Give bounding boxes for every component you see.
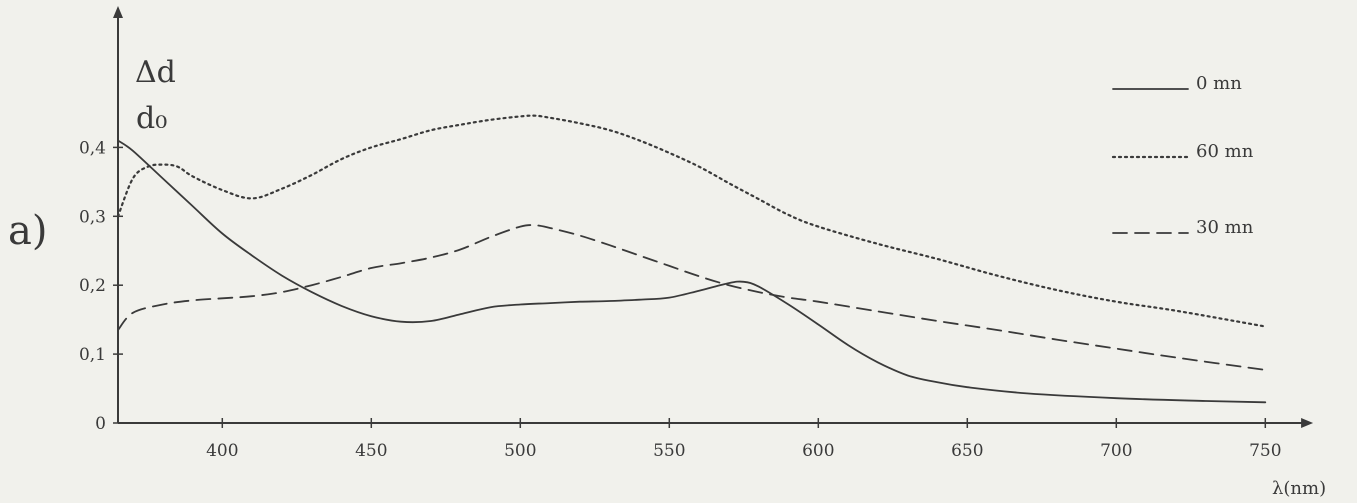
legend-label: 0 mn: [1196, 73, 1242, 94]
y-tick-label: 0,1: [79, 345, 106, 365]
x-tick-label: 450: [355, 441, 387, 461]
y-tick-label: 0,3: [79, 207, 106, 227]
panel-label: a): [8, 208, 47, 254]
y-tick-label: 0,4: [79, 138, 106, 158]
x-tick-label: 550: [653, 441, 685, 461]
ticks: 400 450 500 550 600 650 700 750 0 0,1 0,2 0,3 0,4: [79, 138, 1282, 461]
series-group: [116, 114, 1267, 404]
series-line-solid: [117, 139, 1267, 404]
x-tick-label: 700: [1100, 441, 1132, 461]
x-axis-label: λ(nm): [1272, 478, 1326, 499]
series-line-dotted: [116, 114, 1267, 328]
y-tick-label: 0: [95, 414, 106, 434]
y-axis-label-denominator: d₀: [136, 101, 167, 136]
y-axis-arrow: [113, 6, 123, 18]
x-tick-label: 400: [206, 441, 238, 461]
legend-label: 60 mn: [1196, 141, 1254, 162]
axes: [113, 6, 1314, 428]
x-tick-label: 650: [951, 441, 983, 461]
series-line-dashed: [117, 224, 1267, 371]
x-tick-label: 500: [504, 441, 536, 461]
legend-label: 30 mn: [1196, 217, 1254, 238]
y-tick-label: 0,2: [79, 276, 106, 296]
legend: 0 mn 60 mn 30 mn: [1111, 73, 1254, 238]
y-axis-label-numerator: Δd: [135, 55, 176, 90]
x-axis-arrow: [1301, 418, 1314, 428]
x-tick-label: 600: [802, 441, 834, 461]
x-tick-label: 750: [1249, 441, 1281, 461]
